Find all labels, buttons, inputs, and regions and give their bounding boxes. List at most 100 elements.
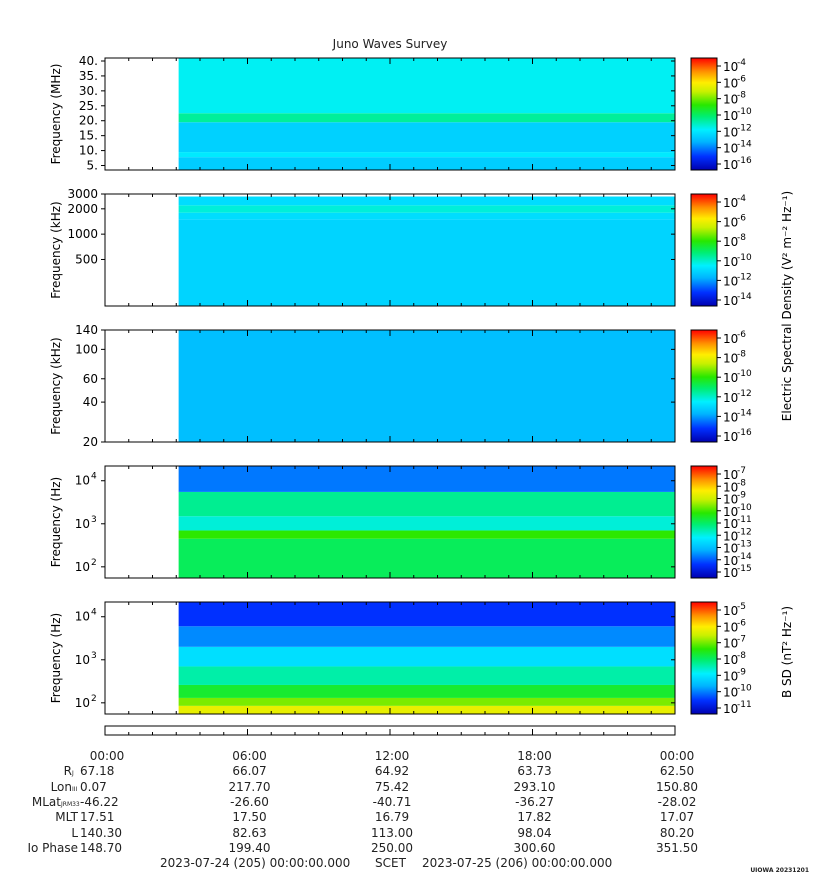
y-tick-label: 20 xyxy=(83,435,98,449)
colorbar-tick-label: 10 xyxy=(723,93,738,107)
colorbar-tick-exponent: -11 xyxy=(737,700,752,710)
y-tick-label: 10 xyxy=(75,517,90,531)
colorbar-tick-label: 10 xyxy=(723,410,738,424)
colorbar-tick-exponent: -4 xyxy=(737,194,746,204)
y-tick-label: 40 xyxy=(83,395,98,409)
y-axis-label: Frequency (kHz) xyxy=(49,201,63,298)
colorbar-tick-exponent: -12 xyxy=(737,272,752,282)
y-tick-label: 5. xyxy=(87,159,98,173)
spectral-band xyxy=(178,538,675,578)
colorbar-tick-label: 10 xyxy=(723,196,738,210)
colorbar-tick-label: 10 xyxy=(723,430,738,444)
colorbar-tick-label: 10 xyxy=(723,109,738,123)
colorbar-tick-label: 10 xyxy=(723,542,738,556)
y-tick-label: 1000 xyxy=(67,227,98,241)
colorbar-tick-label: 10 xyxy=(723,505,738,519)
spectral-band xyxy=(178,113,675,123)
spectral-band xyxy=(178,705,675,714)
colorbar-tick-label: 10 xyxy=(723,235,738,249)
colorbar xyxy=(690,465,718,579)
spectral-band xyxy=(178,152,675,158)
y-tick-exponent: 4 xyxy=(91,608,97,618)
time-label: 00:00 xyxy=(659,749,695,763)
colorbar-tick-label: 10 xyxy=(723,125,738,139)
y-axis-label: Frequency (Hz) xyxy=(49,477,63,568)
ephemeris-value: 66.07 xyxy=(232,764,267,779)
ephemeris-value: -46.22 xyxy=(80,794,119,809)
colorbar-tick-exponent: -7 xyxy=(737,466,746,476)
ephemeris-value: -40.71 xyxy=(372,794,412,809)
colorbar-tick-exponent: -9 xyxy=(737,667,746,677)
colorbar-tick-exponent: -8 xyxy=(737,478,746,488)
spectral-band xyxy=(178,330,675,442)
ephemeris-value: 0.07 xyxy=(80,779,107,794)
colorbar-tick-label: 10 xyxy=(723,554,738,568)
ephemeris-value: 351.50 xyxy=(656,840,698,855)
ephemeris-value: -36.27 xyxy=(515,794,554,809)
colorbar-tick-exponent: -8 xyxy=(737,91,746,101)
footer-start-time: 2023-07-24 (205) 00:00:00.000 xyxy=(160,856,351,870)
ephemeris-value: 199.40 xyxy=(228,840,271,855)
colorbar-tick-label: 10 xyxy=(723,158,738,172)
colorbar-tick-label: 10 xyxy=(723,604,738,618)
spectral-band xyxy=(178,205,675,213)
ephemeris-value: 63.73 xyxy=(517,764,552,779)
time-label: 06:00 xyxy=(232,749,267,763)
colorbar-tick-exponent: -10 xyxy=(737,503,752,513)
ephemeris-row-subscript: III xyxy=(72,785,78,793)
y-tick-label: 500 xyxy=(75,252,98,266)
y-tick-label: 10 xyxy=(75,653,90,667)
y-tick-label: 10 xyxy=(75,560,90,574)
colorbar-tick-exponent: -14 xyxy=(737,292,752,302)
colorbar-tick-label: 10 xyxy=(723,517,738,531)
ephemeris-value: 82.63 xyxy=(232,825,267,840)
colorbar xyxy=(690,57,718,171)
colorbar-tick-exponent: -5 xyxy=(737,602,746,612)
colorbar xyxy=(690,601,718,715)
colorbar-tick-exponent: -8 xyxy=(737,233,746,243)
ephemeris-row-label: Lon xyxy=(50,779,72,794)
spectral-band xyxy=(178,516,675,531)
spectral-band xyxy=(178,666,675,685)
colorbar-tick-label: 10 xyxy=(723,76,738,90)
colorbar-tick-label: 10 xyxy=(723,493,738,507)
colorbar-tick-exponent: -10 xyxy=(737,369,752,379)
y-tick-label: 15. xyxy=(79,129,98,143)
ephemeris-value: 150.80 xyxy=(656,779,698,794)
y-tick-label: 10 xyxy=(75,474,90,488)
colorbar-tick-exponent: -10 xyxy=(737,253,752,263)
colorbar-tick-exponent: -10 xyxy=(737,107,752,117)
ephemeris-row-subscript: JRM33 xyxy=(61,800,80,808)
colorbar-label-magnetic: B SD (nT² Hz⁻¹) xyxy=(780,606,794,698)
ephemeris-value: -26.60 xyxy=(230,794,269,809)
colorbar-tick-exponent: -9 xyxy=(737,491,746,501)
colorbar-tick-label: 10 xyxy=(723,274,738,288)
y-tick-exponent: 2 xyxy=(91,694,97,704)
colorbar-tick-exponent: -15 xyxy=(737,564,752,574)
y-tick-label: 35. xyxy=(79,69,98,83)
y-tick-label: 10 xyxy=(75,696,90,710)
spectrogram-panel: 5.10.15.20.25.30.35.40. Frequency (MHz) 10… xyxy=(49,54,752,173)
spectral-band xyxy=(178,697,675,706)
spectral-band xyxy=(178,122,675,153)
footer-scet: SCET xyxy=(375,856,406,870)
y-axis-label: Frequency (MHz) xyxy=(49,64,63,165)
y-tick-exponent: 4 xyxy=(91,472,97,482)
colorbar-tick-exponent: -6 xyxy=(737,618,746,628)
y-tick-label: 100 xyxy=(75,342,98,356)
ephemeris-value: 250.00 xyxy=(371,840,413,855)
colorbar-tick-exponent: -14 xyxy=(737,552,752,562)
colorbar-tick-label: 10 xyxy=(723,468,738,482)
colorbar-tick-exponent: -8 xyxy=(737,350,746,360)
colorbar-tick-label: 10 xyxy=(723,142,738,156)
ephemeris-value: 67.18 xyxy=(80,764,115,779)
y-tick-exponent: 3 xyxy=(91,651,97,661)
y-tick-label: 10. xyxy=(79,144,98,158)
time-label: 18:00 xyxy=(517,749,552,763)
ephemeris-row-subscript: J xyxy=(72,770,74,778)
colorbar-label-electric: Electric Spectral Density (V² m⁻² Hz⁻¹) xyxy=(780,191,794,421)
colorbar-tick-label: 10 xyxy=(723,529,738,543)
ephemeris-value: 300.60 xyxy=(513,840,556,855)
colorbar-tick-label: 10 xyxy=(723,294,738,308)
